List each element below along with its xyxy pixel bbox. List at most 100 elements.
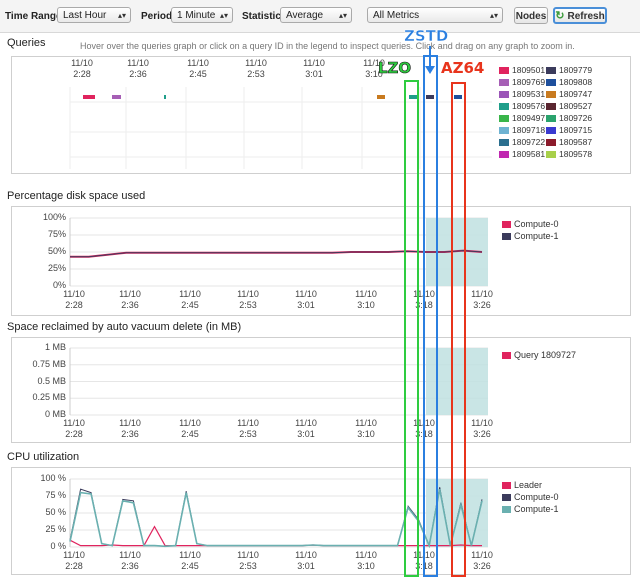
cpu-panel[interactable]: 100 % 75 % 50 % 25 % 0 % 11/10 2:28 11/10 2:3… (11, 467, 631, 575)
queries-panel[interactable]: 11/10 2:28 11/10 2:36 11/10 2:45 11/10 2:53… (11, 56, 631, 174)
query-legend-item[interactable]: 1809527 (546, 101, 592, 111)
query-id-link[interactable]: 1809726 (559, 113, 593, 123)
nodes-button[interactable]: Nodes (514, 7, 548, 24)
zstd-label: ZSTD (404, 27, 449, 45)
legend-swatch (546, 91, 556, 98)
queries-time-label: 11/10 2:53 (245, 58, 267, 79)
query-legend-item[interactable]: 1809726 (546, 113, 592, 123)
legend-swatch (546, 67, 556, 74)
legend-item[interactable]: Compute-1 (502, 231, 559, 241)
legend-swatch (499, 139, 509, 146)
az64-label: AZ64 (441, 59, 485, 77)
toolbar: Time Range: Last Hour ▴▾ Period: 1 Minute… (0, 0, 640, 33)
disk-panel[interactable]: 100% 75% 50% 25% 0% 11/10 2:28 11/10 2:36 11/1… (11, 206, 631, 316)
query-legend-item[interactable]: 1809501 (499, 65, 545, 75)
query-id-link[interactable]: 1809808 (559, 77, 593, 87)
legend-item[interactable]: Compute-1 (502, 504, 559, 514)
period-label: Period: (141, 11, 176, 22)
query-legend-item[interactable]: 1809722 (499, 137, 545, 147)
y-tick-label: 0 MB (44, 409, 66, 419)
y-tick-label: 50% (47, 246, 66, 256)
legend-label: Query 1809727 (514, 350, 577, 360)
query-id-link[interactable]: 1809747 (559, 89, 593, 99)
query-legend-item[interactable]: 1809747 (546, 89, 592, 99)
y-tick-label: 0% (52, 280, 66, 290)
refresh-button[interactable]: ↻ Refresh (553, 7, 607, 24)
y-tick-label: 75% (47, 229, 66, 239)
series-line-compute-1[interactable] (70, 250, 483, 258)
zstd-arrow-icon (425, 46, 435, 74)
x-tick-label: 11/10 3:10 (355, 289, 377, 310)
query-id-link[interactable]: 1809531 (512, 89, 546, 99)
legend-item[interactable]: Compute-0 (502, 492, 559, 502)
query-legend-item[interactable]: 1809578 (546, 149, 592, 159)
series-line-leader[interactable] (69, 525, 482, 547)
x-tick-label: 11/10 3:10 (355, 418, 377, 439)
y-tick-label: 1 MB (44, 342, 66, 352)
metrics-select[interactable]: All Metrics ▴▾ (367, 7, 503, 23)
query-bar[interactable] (426, 95, 434, 99)
lzo-highlight-box (404, 80, 419, 577)
legend-swatch (546, 151, 556, 158)
legend-label: Compute-1 (514, 231, 559, 241)
queries-time-label: 11/10 3:01 (303, 58, 325, 79)
legend-swatch (499, 67, 509, 74)
query-id-link[interactable]: 1809779 (559, 65, 593, 75)
legend-swatch (546, 79, 556, 86)
period-select[interactable]: 1 Minute ▴▾ (171, 7, 233, 23)
query-id-link[interactable]: 1809722 (512, 137, 546, 147)
legend-item[interactable]: Query 1809727 (502, 350, 576, 360)
cpu-title: CPU utilization (7, 451, 80, 463)
query-id-link[interactable]: 1809581 (512, 149, 546, 159)
query-bar[interactable] (112, 95, 121, 99)
y-tick-label: 100 % (40, 473, 66, 483)
query-bar[interactable] (409, 95, 417, 99)
x-tick-label: 11/10 3:26 (471, 418, 493, 439)
query-bar[interactable] (83, 95, 95, 99)
query-id-link[interactable]: 1809576 (512, 101, 546, 111)
query-legend-item[interactable]: 1809769 (499, 77, 545, 87)
statistic-select[interactable]: Average ▴▾ (280, 7, 352, 23)
vacuum-panel[interactable]: 1 MB 0.75 MB 0.5 MB 0.25 MB 0 MB 11/10 2:28 1… (11, 337, 631, 443)
query-legend-item[interactable]: 1809531 (499, 89, 545, 99)
legend-item[interactable]: Compute-0 (502, 219, 559, 229)
legend-swatch (499, 127, 509, 134)
query-id-link[interactable]: 1809501 (512, 65, 546, 75)
query-legend-item[interactable]: 1809779 (546, 65, 592, 75)
query-legend-item[interactable]: 1809718 (499, 125, 545, 135)
query-id-link[interactable]: 1809527 (559, 101, 593, 111)
legend-item[interactable]: Leader (502, 480, 542, 490)
series-line-compute-1[interactable] (69, 489, 483, 549)
query-id-link[interactable]: 1809497 (512, 113, 546, 123)
legend-swatch (502, 482, 511, 489)
statistic-value: Average (286, 10, 324, 21)
x-tick-label: 11/10 2:45 (179, 418, 201, 439)
legend-swatch (502, 221, 511, 228)
query-legend-item[interactable]: 1809581 (499, 149, 545, 159)
query-legend-item[interactable]: 1809808 (546, 77, 592, 87)
query-legend-item[interactable]: 1809497 (499, 113, 545, 123)
query-legend-item[interactable]: 1809576 (499, 101, 545, 111)
query-legend-item[interactable]: 1809715 (546, 125, 592, 135)
x-tick-label: 11/10 2:28 (63, 550, 85, 571)
x-tick-label: 11/10 2:53 (237, 289, 259, 310)
y-tick-label: 0.75 MB (32, 358, 66, 369)
legend-swatch (499, 115, 509, 122)
query-id-link[interactable]: 1809578 (559, 149, 593, 159)
y-tick-label: 0 % (50, 541, 66, 551)
query-id-link[interactable]: 1809769 (512, 77, 546, 87)
statistic-label: Statistic: (242, 11, 285, 22)
queries-hint: Hover over the queries graph or click on… (80, 41, 575, 51)
y-tick-label: 0.5 MB (37, 375, 66, 386)
query-bar[interactable] (454, 95, 462, 99)
query-id-link[interactable]: 1809587 (559, 137, 593, 147)
query-legend-item[interactable]: 1809587 (546, 137, 592, 147)
legend-swatch (502, 233, 511, 240)
disk-title: Percentage disk space used (7, 190, 146, 202)
query-id-link[interactable]: 1809718 (512, 125, 546, 135)
time-range-select[interactable]: Last Hour ▴▾ (57, 7, 131, 23)
query-bar[interactable] (377, 95, 385, 99)
queries-time-label: 11/10 2:28 (71, 58, 93, 79)
query-bar[interactable] (164, 95, 166, 99)
query-id-link[interactable]: 1809715 (559, 125, 593, 135)
